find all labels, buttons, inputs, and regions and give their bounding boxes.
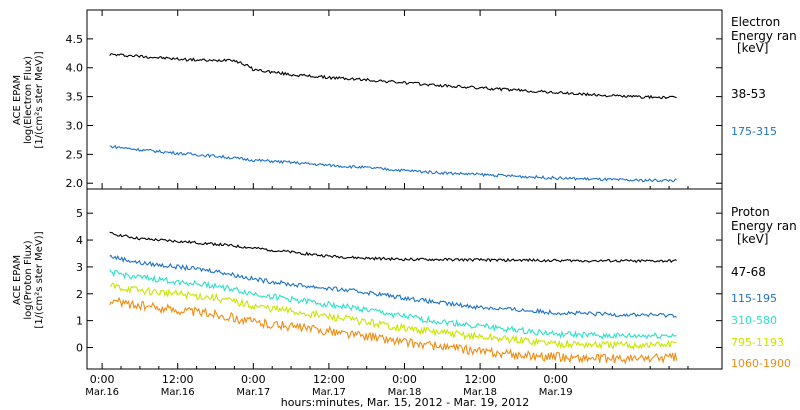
xtick-time-label: 12:00	[162, 373, 194, 386]
proton-y-axis: 0 1 2 3 4 5	[76, 207, 722, 355]
xtick-time-label: 0:00	[90, 373, 115, 386]
proton-series-310-580	[109, 269, 677, 340]
proton-ytick-label: 5	[76, 207, 83, 220]
electron-panel-frame	[86, 9, 723, 190]
electron-legend-175-315: 175-315	[731, 125, 777, 138]
xtick-time-label: 0:00	[241, 373, 266, 386]
electron-y-axis: 2.0 2.5 3.0 3.5 4.0 4.5	[66, 33, 722, 190]
electron-legend-unit: [keV]	[737, 41, 768, 55]
electron-ytick-label: 2.0	[66, 177, 84, 190]
proton-ytick-label: 3	[76, 261, 83, 274]
electron-series	[109, 53, 677, 183]
proton-legend-795-1193: 795-1193	[731, 336, 784, 349]
proton-ytick-label: 4	[76, 234, 83, 247]
proton-series-47-68	[109, 231, 677, 264]
electron-ytick-label: 3.5	[66, 91, 84, 104]
xtick-date-label: Mar.17	[312, 387, 346, 398]
electron-ylabel-line3: [1/(cm²s ster MeV)]	[34, 51, 45, 148]
proton-ytick-label: 1	[76, 315, 83, 328]
proton-legend-310-580: 310-580	[731, 314, 777, 327]
electron-ytick-label: 3.0	[66, 119, 84, 132]
proton-legend-unit: [keV]	[737, 232, 768, 246]
xtick-time-label: 0:00	[392, 373, 417, 386]
electron-ylabel-line1: ACE EPAM	[12, 75, 23, 125]
xtick-time-label: 12:00	[464, 373, 496, 386]
proton-legend-115-195: 115-195	[731, 292, 777, 305]
electron-ytick-label: 4.5	[66, 33, 84, 46]
electron-legend-subtitle: Energy ran	[731, 29, 797, 43]
xtick-time-label: 12:00	[313, 373, 345, 386]
proton-legend-subtitle: Energy ran	[731, 219, 797, 233]
proton-ytick-label: 2	[76, 288, 83, 301]
electron-legend-title: Electron	[731, 15, 780, 29]
proton-series	[109, 231, 678, 365]
electron-ytick-label: 2.5	[66, 148, 84, 161]
proton-legend-title: Proton	[731, 205, 770, 219]
electron-ytick-label: 4.0	[66, 62, 84, 75]
xtick-date-label: Mar.17	[236, 387, 270, 398]
xtick-date-label: Mar.16	[85, 387, 119, 398]
proton-ylabel-line3: [1/(cm²s ster MeV)]	[34, 231, 45, 328]
xtick-date-label: Mar.18	[388, 387, 422, 398]
proton-series-795-1193	[109, 282, 677, 351]
proton-legend-47-68: 47-68	[731, 265, 766, 279]
xtick-date-label: Mar.16	[161, 387, 195, 398]
x-axis-title: hours:minutes, Mar. 15, 2012 - Mar. 19, …	[281, 396, 530, 409]
proton-legend-1060-1900: 1060-1900	[731, 357, 791, 370]
xtick-time-label: 0:00	[543, 373, 568, 386]
electron-ylabel-line2: log(Electron Flux)	[23, 56, 34, 144]
electron-legend-38-53: 38-53	[731, 87, 766, 101]
xtick-date-label: Mar.19	[539, 387, 573, 398]
xtick-date-label: Mar.18	[463, 387, 497, 398]
electron-series-175-315	[109, 144, 677, 183]
time-axis: 0:00Mar.1612:00Mar.160:00Mar.1712:00Mar.…	[85, 10, 689, 398]
proton-ylabel-line1: ACE EPAM	[12, 255, 23, 305]
electron-series-38-53	[109, 53, 677, 100]
proton-ytick-label: 0	[76, 342, 83, 355]
proton-series-1060-1900	[109, 296, 678, 365]
proton-ylabel-line2: log(Proton Flux)	[23, 240, 34, 319]
proton-series-115-195	[109, 254, 677, 318]
